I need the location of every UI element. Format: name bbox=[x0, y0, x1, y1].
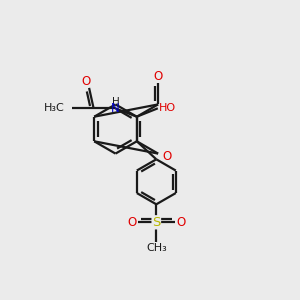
Text: CH₃: CH₃ bbox=[146, 243, 167, 254]
Text: N: N bbox=[111, 101, 120, 115]
Text: O: O bbox=[127, 216, 136, 229]
Text: O: O bbox=[176, 216, 185, 229]
Text: O: O bbox=[162, 149, 171, 163]
Text: H: H bbox=[112, 97, 119, 107]
Text: S: S bbox=[152, 216, 160, 229]
Text: H₃C: H₃C bbox=[44, 103, 64, 113]
Text: O: O bbox=[154, 70, 163, 83]
Text: HO: HO bbox=[159, 103, 176, 113]
Text: O: O bbox=[82, 75, 91, 88]
